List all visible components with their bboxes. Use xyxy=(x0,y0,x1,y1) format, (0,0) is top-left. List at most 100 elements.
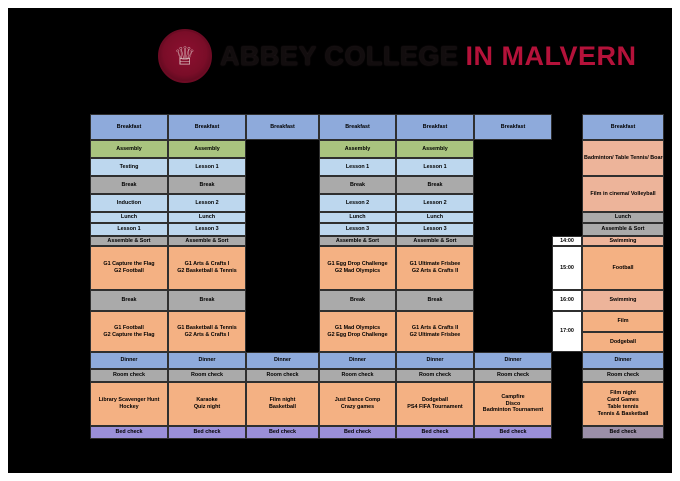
schedule-cell[interactable]: Assembly xyxy=(90,140,168,158)
schedule-cell[interactable]: G1 Football G2 Capture the Flag xyxy=(90,311,168,352)
schedule-cell[interactable]: Dinner xyxy=(90,352,168,369)
schedule-cell[interactable]: Break xyxy=(319,290,396,311)
schedule-cell[interactable]: G1 Egg Drop Challenge G2 Mad Olympics xyxy=(319,246,396,290)
cell-label: Lunch xyxy=(426,214,444,221)
schedule-cell[interactable]: Lunch xyxy=(396,212,474,223)
schedule-cell[interactable]: 15:00 xyxy=(552,246,582,290)
schedule-cell[interactable]: Swimming xyxy=(582,236,664,246)
schedule-cell[interactable]: 17:00 xyxy=(552,311,582,352)
schedule-cell[interactable]: Assemble & Sort xyxy=(582,223,664,236)
schedule-cell[interactable]: Bed check xyxy=(246,426,319,439)
empty-cell xyxy=(474,140,552,352)
schedule-cell[interactable]: Room check xyxy=(474,369,552,382)
schedule-cell[interactable]: Bed check xyxy=(396,426,474,439)
schedule-cell[interactable]: G1 Basketball & Tennis G2 Arts & Crafts I xyxy=(168,311,246,352)
schedule-cell[interactable]: Library Scavenger Hunt Hockey xyxy=(90,382,168,426)
cell-label: Breakfast xyxy=(345,123,370,130)
schedule-cell[interactable]: Breakfast xyxy=(90,114,168,140)
schedule-cell[interactable]: Dinner xyxy=(168,352,246,369)
schedule-cell[interactable]: Bed check xyxy=(474,426,552,439)
schedule-cell[interactable]: Assembly xyxy=(319,140,396,158)
schedule-cell[interactable]: Breakfast xyxy=(319,114,396,140)
schedule-cell[interactable]: Break xyxy=(168,176,246,194)
schedule-cell[interactable]: Lunch xyxy=(319,212,396,223)
schedule-cell[interactable]: Room check xyxy=(319,369,396,382)
cell-label: Bed check xyxy=(344,429,371,436)
schedule-cell[interactable]: Room check xyxy=(246,369,319,382)
schedule-cell[interactable]: Room check xyxy=(396,369,474,382)
schedule-cell[interactable]: Lunch xyxy=(582,212,664,223)
schedule-cell[interactable]: Breakfast xyxy=(168,114,246,140)
schedule-cell[interactable]: Break xyxy=(90,176,168,194)
schedule-cell[interactable]: Karaoke Quiz night xyxy=(168,382,246,426)
schedule-cell[interactable]: Lesson 1 xyxy=(168,158,246,176)
schedule-cell[interactable]: G1 Arts & Crafts II G2 Ultimate Frisbee xyxy=(396,311,474,352)
schedule-cell[interactable]: Dinner xyxy=(246,352,319,369)
cell-label: Break xyxy=(350,297,365,304)
schedule-cell[interactable]: Badminton/ Table Tennis/ Board Games xyxy=(582,140,664,176)
schedule-cell[interactable]: Assemble & Sort xyxy=(319,236,396,246)
schedule-cell[interactable]: Lesson 1 xyxy=(396,158,474,176)
schedule-cell[interactable]: Break xyxy=(168,290,246,311)
schedule-cell[interactable]: Breakfast xyxy=(474,114,552,140)
cell-label: Assemble & Sort xyxy=(335,237,380,244)
schedule-cell[interactable]: Break xyxy=(319,176,396,194)
schedule-cell[interactable]: Room check xyxy=(168,369,246,382)
schedule-cell[interactable]: Lunch xyxy=(168,212,246,223)
schedule-cell[interactable]: 16:00 xyxy=(552,290,582,311)
schedule-cell[interactable]: Lesson 2 xyxy=(396,194,474,212)
schedule-cell[interactable]: Assemble & Sort xyxy=(396,236,474,246)
cell-label: Football xyxy=(612,264,634,271)
schedule-cell[interactable]: Dinner xyxy=(396,352,474,369)
schedule-cell[interactable]: Just Dance Comp Crazy games xyxy=(319,382,396,426)
schedule-cell[interactable]: Bed check xyxy=(319,426,396,439)
schedule-cell[interactable]: Room check xyxy=(582,369,664,382)
schedule-cell[interactable]: Breakfast xyxy=(582,114,664,140)
schedule-cell[interactable]: Room check xyxy=(90,369,168,382)
schedule-cell[interactable]: Lunch xyxy=(90,212,168,223)
cell-label: Room check xyxy=(266,372,299,379)
schedule-cell[interactable]: Lesson 3 xyxy=(396,223,474,236)
schedule-cell[interactable]: Break xyxy=(396,290,474,311)
schedule-cell[interactable]: Dodgeball PS4 FIFA Tournament xyxy=(396,382,474,426)
schedule-cell[interactable]: Lesson 3 xyxy=(168,223,246,236)
schedule-cell[interactable]: Assemble & Sort xyxy=(168,236,246,246)
schedule-cell[interactable]: Lesson 1 xyxy=(319,158,396,176)
schedule-cell[interactable]: Bed check xyxy=(168,426,246,439)
schedule-cell[interactable]: Dodgeball xyxy=(582,332,664,352)
schedule-cell[interactable]: Football xyxy=(582,246,664,290)
schedule-cell[interactable]: Assembly xyxy=(168,140,246,158)
cell-label: Dinner xyxy=(198,357,216,364)
timetable-column-day-1: Breakfast Assembly Testing Break Induction Lu… xyxy=(90,114,168,439)
schedule-cell[interactable]: Break xyxy=(90,290,168,311)
schedule-cell[interactable]: Breakfast xyxy=(246,114,319,140)
schedule-cell[interactable]: G1 Capture the Flag G2 Football xyxy=(90,246,168,290)
schedule-cell[interactable]: Film xyxy=(582,311,664,332)
schedule-cell[interactable]: Induction xyxy=(90,194,168,212)
schedule-cell[interactable]: G1 Mad Olympics G2 Egg Drop Challenge xyxy=(319,311,396,352)
schedule-cell[interactable]: G1 Ultimate Frisbee G2 Arts & Crafts II xyxy=(396,246,474,290)
schedule-cell[interactable]: Swimming xyxy=(582,290,664,311)
schedule-cell[interactable]: Film night Card Games Table tennis Tennis &… xyxy=(582,382,664,426)
schedule-cell[interactable]: Break xyxy=(396,176,474,194)
schedule-cell[interactable]: Dinner xyxy=(319,352,396,369)
schedule-cell[interactable]: 14:00 xyxy=(552,236,582,246)
schedule-cell[interactable]: Dinner xyxy=(582,352,664,369)
wordmark-location: IN MALVERN xyxy=(465,40,637,71)
schedule-cell[interactable]: Campfire Disco Badminton Tournament xyxy=(474,382,552,426)
schedule-cell[interactable]: Lesson 2 xyxy=(168,194,246,212)
schedule-cell[interactable]: G1 Arts & Crafts I G2 Basketball & Tennis xyxy=(168,246,246,290)
schedule-cell[interactable]: Film in cinema/ Volleyball xyxy=(582,176,664,212)
schedule-cell[interactable]: Bed check xyxy=(582,426,664,439)
schedule-cell[interactable]: Dinner xyxy=(474,352,552,369)
schedule-cell[interactable]: Testing xyxy=(90,158,168,176)
schedule-cell[interactable]: Breakfast xyxy=(396,114,474,140)
schedule-cell[interactable]: Lesson 1 xyxy=(90,223,168,236)
schedule-cell[interactable]: Lesson 3 xyxy=(319,223,396,236)
schedule-cell[interactable]: Bed check xyxy=(90,426,168,439)
cell-label: G1 Egg Drop Challenge G2 Mad Olympics xyxy=(327,261,388,274)
schedule-cell[interactable]: Assemble & Sort xyxy=(90,236,168,246)
schedule-cell[interactable]: Assembly xyxy=(396,140,474,158)
schedule-cell[interactable]: Lesson 2 xyxy=(319,194,396,212)
schedule-cell[interactable]: Film night Basketball xyxy=(246,382,319,426)
